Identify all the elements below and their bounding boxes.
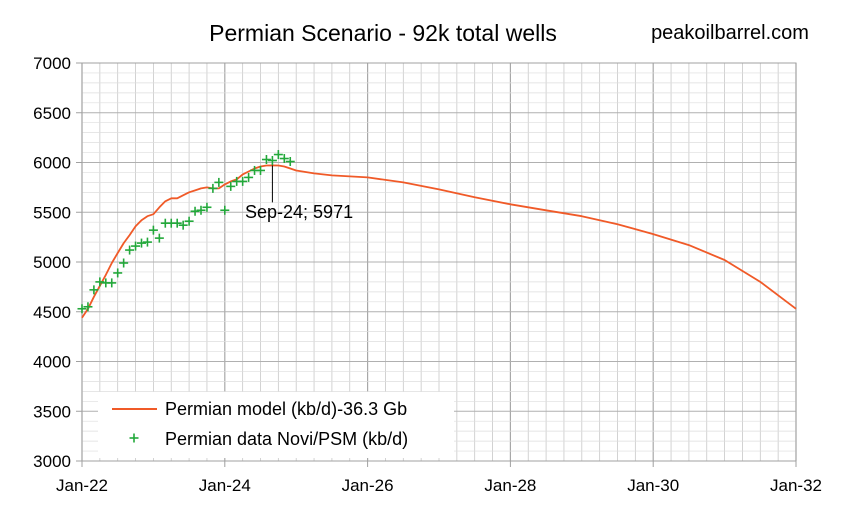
x-tick-label: Jan-32 [770, 476, 822, 495]
data-point [238, 176, 248, 186]
data-point [220, 205, 230, 215]
data-point [190, 206, 200, 216]
data-point [184, 216, 194, 226]
data-point [226, 181, 236, 191]
legend-data-swatch [129, 433, 139, 443]
data-point [83, 302, 93, 312]
y-tick-label: 3500 [33, 402, 71, 421]
y-tick-label: 3000 [33, 452, 71, 471]
x-tick-labels: Jan-22 Jan-24 Jan-26 Jan-28 Jan-30 Jan-32 [56, 476, 822, 495]
y-tick-label: 4500 [33, 303, 71, 322]
data-point [196, 205, 206, 215]
data-point [285, 157, 295, 167]
legend-plus-marker [129, 433, 139, 443]
data-point [273, 150, 283, 160]
y-tick-label: 4000 [33, 353, 71, 372]
data-point [142, 237, 152, 247]
data-point [148, 225, 158, 235]
data-point [244, 172, 254, 182]
data-point [137, 238, 146, 248]
data-point [172, 218, 182, 228]
legend-data-label: Permian data Novi/PSM (kb/d) [165, 429, 408, 449]
y-tick-label: 6000 [33, 154, 71, 173]
data-point [113, 268, 123, 278]
y-tick-label: 6500 [33, 104, 71, 123]
y-tick-labels: 3000 3500 4000 4500 5000 5500 6000 6500 7000 [33, 54, 71, 471]
data-point [267, 156, 277, 166]
data-point [178, 220, 188, 230]
data-point [119, 258, 129, 268]
series-permian-data [77, 150, 295, 314]
annotation: Sep-24; 5971 [245, 165, 353, 222]
y-tick-label: 7000 [33, 54, 71, 73]
data-point [279, 154, 289, 164]
data-point [214, 177, 224, 187]
data-point [89, 285, 99, 295]
data-point [95, 277, 105, 287]
x-tick-label: Jan-26 [342, 476, 394, 495]
y-tick-label: 5500 [33, 203, 71, 222]
data-point [131, 241, 141, 251]
y-tick-label: 5000 [33, 253, 71, 272]
source-label: peakoilbarrel.com [651, 22, 809, 44]
data-point [125, 245, 135, 255]
axes [76, 62, 797, 467]
chart-title: Permian Scenario - 92k total wells [209, 20, 557, 46]
x-tick-label: Jan-28 [484, 476, 536, 495]
legend: Permian model (kb/d)-36.3 Gb Permian dat… [98, 392, 454, 458]
annotation-label: Sep-24; 5971 [245, 202, 353, 222]
data-point [256, 165, 265, 175]
data-point [261, 155, 271, 165]
legend-model-label: Permian model (kb/d)-36.3 Gb [165, 399, 407, 419]
data-point [107, 278, 117, 288]
data-point [77, 304, 87, 314]
x-tick-label: Jan-24 [199, 476, 251, 495]
legend-box [98, 392, 454, 458]
x-tick-label: Jan-22 [56, 476, 108, 495]
data-point [154, 233, 164, 243]
x-tick-label: Jan-30 [627, 476, 679, 495]
data-point [202, 202, 212, 212]
data-point [208, 183, 218, 193]
